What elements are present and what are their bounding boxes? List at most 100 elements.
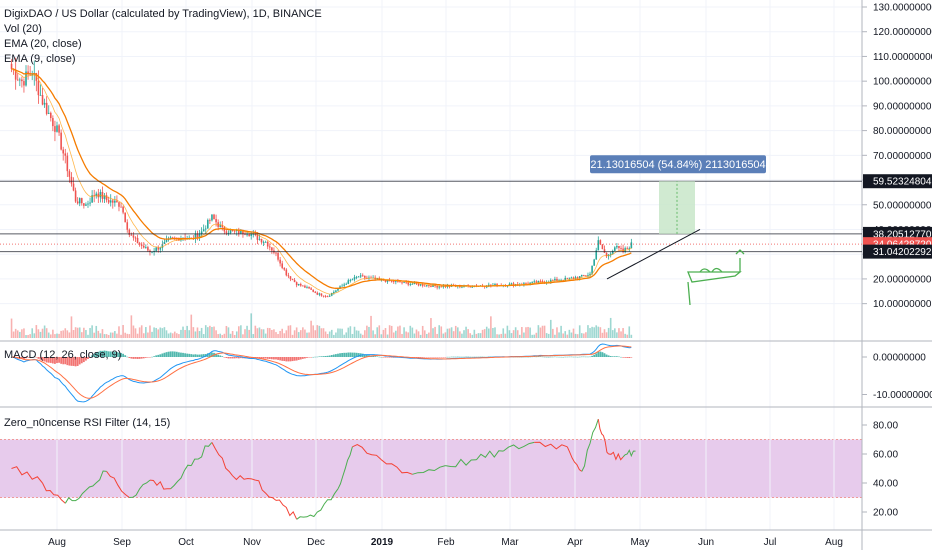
macd-hist-bar — [318, 356, 321, 357]
candle-body — [364, 275, 366, 278]
volume-bar — [41, 328, 44, 338]
rsi-segment — [352, 444, 382, 461]
candle-body — [413, 282, 416, 284]
volume-bar — [527, 326, 529, 338]
macd-hist-bar — [142, 357, 145, 359]
macd-hist-bar — [626, 357, 629, 358]
volume-bar — [372, 330, 374, 338]
volume-bar — [23, 328, 25, 338]
macd-hist-bar — [76, 357, 79, 366]
volume-bar — [169, 332, 172, 338]
candle-body — [549, 280, 552, 282]
candle-body — [297, 284, 300, 286]
time-tick-label: Aug — [48, 537, 66, 548]
candle-body — [345, 283, 348, 285]
price-tick-label: 130.00000000 — [873, 3, 932, 14]
candle-body — [145, 247, 147, 248]
volume-bar — [523, 332, 525, 338]
macd-hist-bar — [341, 352, 344, 357]
macd-hist-bar — [95, 352, 98, 357]
candle-body — [318, 293, 321, 295]
volume-bar — [266, 327, 269, 338]
volume-bar — [47, 332, 50, 338]
volume-bar — [211, 327, 213, 338]
candle-body — [250, 234, 253, 236]
rsi-segment — [317, 488, 339, 513]
macd-hist-bar — [155, 355, 158, 357]
volume-bar — [118, 326, 120, 338]
volume-bar — [209, 325, 211, 338]
volume-bar — [242, 334, 244, 338]
time-axis[interactable]: Aug Sep Oct Nov Dec 2019 Feb Mar Apr May Jun Jul Aug — [48, 537, 843, 548]
macd-hist-bar — [564, 356, 567, 358]
candle-body — [281, 263, 283, 268]
volume-bar — [626, 334, 629, 338]
volume-bar — [188, 330, 191, 338]
candle-body — [306, 286, 308, 288]
triangle-drawing[interactable] — [687, 249, 745, 306]
macd-hist-bar — [147, 357, 149, 358]
volume-bar — [483, 329, 486, 338]
volume-bar — [518, 334, 521, 338]
candle-body — [126, 222, 129, 230]
macd-axis[interactable]: 0.00000000 -10.00000000 — [862, 353, 932, 402]
volume-bar — [477, 333, 480, 338]
volume-bar — [213, 326, 215, 338]
volume-bar — [438, 325, 441, 338]
volume-bar — [471, 334, 474, 338]
volume-bar — [295, 327, 298, 338]
price-axis[interactable]: 130.00000000 120.00000000 110.00000000 100.… — [862, 3, 932, 311]
horizontal-levels[interactable] — [0, 180, 862, 253]
candle-body — [111, 200, 114, 203]
rsi-segment — [597, 419, 609, 455]
volume-bar — [219, 333, 222, 338]
volume-bar — [252, 334, 255, 338]
volume-bar — [537, 325, 540, 338]
vol-legend: Vol (20) — [4, 23, 42, 35]
volume-bar — [326, 333, 329, 338]
volume-bar — [140, 325, 143, 338]
rsi-segment — [622, 449, 636, 458]
candle-body — [256, 235, 259, 240]
macd-hist-bar — [479, 356, 482, 358]
volume-bar — [343, 334, 345, 338]
macd-hist-bar — [151, 356, 153, 358]
volume-bar — [202, 334, 205, 338]
volume-bar — [19, 331, 21, 338]
rsi-segment — [581, 419, 599, 472]
volume-bar — [95, 325, 98, 338]
volume-bar — [506, 325, 509, 338]
volume-bar — [378, 325, 381, 338]
volume-bar — [426, 333, 428, 338]
macd-hist-bar — [330, 355, 333, 357]
macd-hist-bar — [591, 355, 593, 357]
candle-body — [291, 279, 294, 280]
macd-hist-bar — [299, 357, 302, 360]
candle-body — [351, 279, 354, 281]
candle-body — [103, 195, 106, 199]
candle-body — [320, 293, 323, 296]
candle-body — [219, 225, 222, 227]
macd-hist-bar — [175, 351, 178, 357]
candle-body — [568, 277, 571, 279]
macd-hist-bar — [531, 356, 534, 358]
price-tick-label: 80.00000000 — [873, 126, 932, 137]
volume-bar — [539, 327, 542, 338]
volume-bar — [99, 333, 102, 338]
candle-body — [285, 269, 288, 276]
price-tick-label: 20.00000000 — [873, 274, 932, 285]
candle-body — [436, 286, 438, 288]
candle-body — [27, 71, 29, 74]
volume-bar — [68, 332, 71, 338]
volume-bar — [492, 327, 494, 338]
trendline[interactable] — [606, 229, 701, 280]
volume-bar — [250, 313, 253, 338]
macd-hist-bar — [103, 350, 106, 357]
rsi-segment — [190, 442, 213, 466]
candle-body — [591, 265, 593, 274]
volume-bar — [324, 331, 327, 338]
volume-bar — [614, 328, 616, 338]
rsi-axis[interactable]: 80.00 60.00 40.00 20.00 — [862, 421, 898, 519]
macd-hist-bar — [618, 356, 620, 358]
